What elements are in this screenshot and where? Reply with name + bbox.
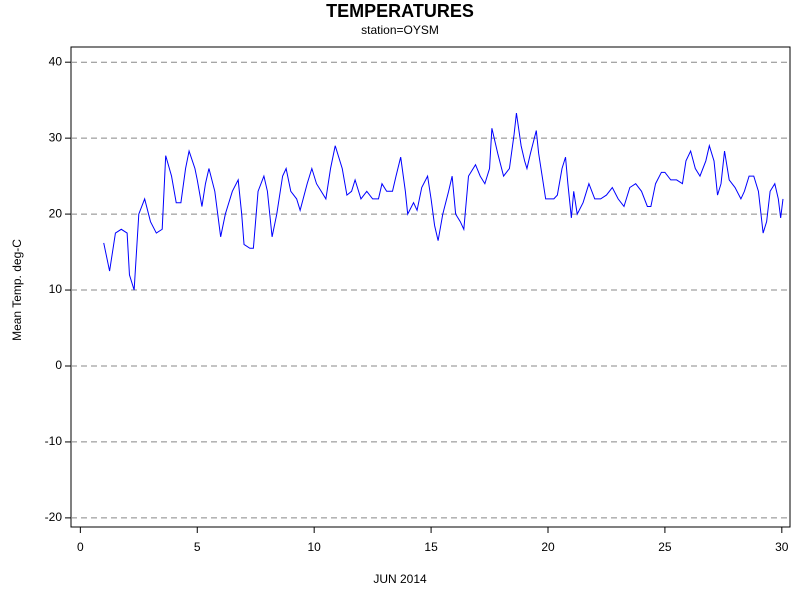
x-tick-label: 15 xyxy=(424,540,438,554)
y-axis-label: Mean Temp. deg-C xyxy=(10,239,24,341)
plot-frame xyxy=(70,46,791,528)
y-tick-label: -10 xyxy=(45,434,63,448)
y-tick-label: 40 xyxy=(49,54,63,68)
chart-title: TEMPERATURES xyxy=(326,1,474,21)
x-axis-label: JUN 2014 xyxy=(373,572,427,586)
x-tick-label: 20 xyxy=(541,540,555,554)
y-tick-label: 10 xyxy=(49,282,63,296)
y-tick-label: -20 xyxy=(45,510,63,524)
x-tick-label: 0 xyxy=(77,540,84,554)
y-tick-label: 30 xyxy=(49,130,63,144)
x-tick-label: 10 xyxy=(307,540,321,554)
data-line xyxy=(103,113,784,291)
chart-subtitle: station=OYSM xyxy=(361,23,439,37)
x-tick-label: 25 xyxy=(658,540,672,554)
x-tick-label: 30 xyxy=(775,540,789,554)
x-tick-label: 5 xyxy=(194,540,201,554)
y-tick-label: 20 xyxy=(49,206,63,220)
y-tick-label: 0 xyxy=(55,358,62,372)
